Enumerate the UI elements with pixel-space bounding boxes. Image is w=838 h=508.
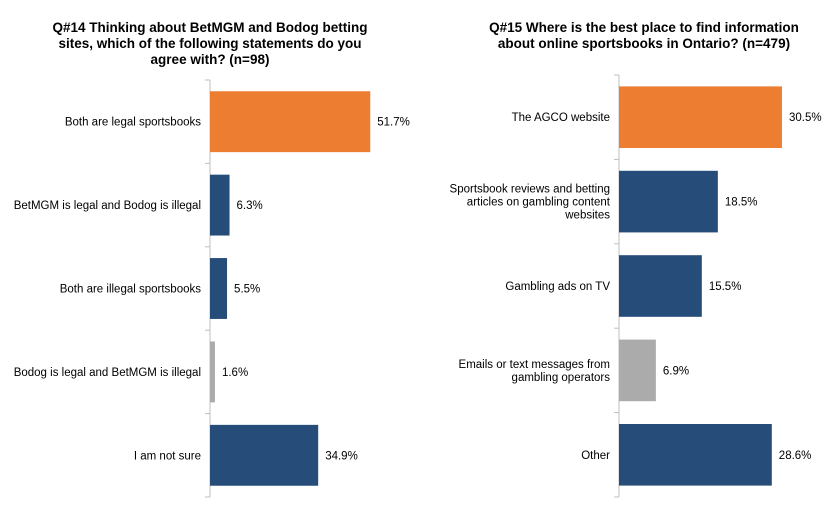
data-label: 51.7% — [377, 117, 410, 129]
category-label: The AGCO website — [512, 112, 610, 124]
chart-title: Q#15 Where is the best place to find inf… — [489, 20, 799, 51]
data-label: 34.9% — [325, 450, 358, 462]
category-label: Both are illegal sportsbooks — [60, 284, 202, 296]
data-label: 5.5% — [234, 284, 260, 296]
category-label: Both are legal sportsbooks — [65, 117, 201, 129]
bar — [619, 339, 656, 402]
bar — [210, 174, 230, 236]
category-label: BetMGM is legal and Bodog is illegal — [14, 200, 201, 212]
bar — [619, 170, 718, 233]
data-label: 6.3% — [237, 200, 263, 212]
data-label: 18.5% — [725, 197, 758, 209]
category-label: Other — [581, 450, 610, 462]
data-label: 30.5% — [789, 112, 822, 124]
category-label: Emails or text messages from gambling ope… — [459, 359, 611, 384]
chart-title: Q#14 Thinking about BetMGM and Bodog bet… — [52, 20, 368, 67]
chart-q15-panel: Q#15 Where is the best place to find inf… — [419, 0, 838, 508]
bar — [210, 424, 319, 486]
chart-q14-panel: Q#14 Thinking about BetMGM and Bodog bet… — [14, 20, 410, 498]
bar — [619, 86, 782, 149]
data-label: 15.5% — [709, 281, 742, 293]
data-label: 6.9% — [663, 365, 689, 377]
bar — [210, 341, 215, 403]
data-label: 1.6% — [222, 367, 248, 379]
chart-q14-plot: 51.7% Both are legal sportsbooks 6.3% BetMG… — [14, 79, 410, 498]
category-label: Bodog is legal and BetMGM is illegal — [14, 367, 201, 379]
category-label: Sportsbook reviews and betting articles o… — [450, 184, 611, 222]
data-label: 28.6% — [779, 450, 812, 462]
bar — [619, 255, 702, 317]
chart-q15-plot: 30.5% The AGCO website 18.5% Sportsbook rev… — [450, 74, 822, 498]
bar — [619, 423, 772, 486]
category-label: I am not sure — [134, 450, 201, 462]
category-label: Gambling ads on TV — [505, 281, 610, 293]
bar — [210, 258, 228, 319]
bar — [210, 91, 371, 153]
